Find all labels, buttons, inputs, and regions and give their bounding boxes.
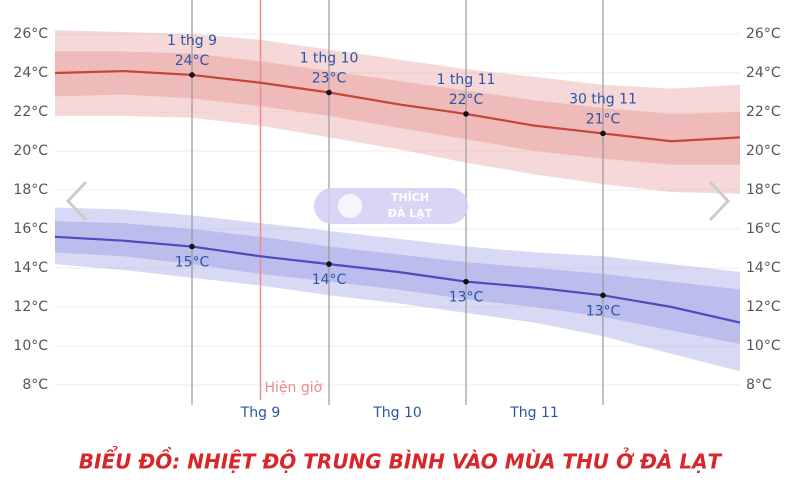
data-label: 14°C <box>312 272 347 288</box>
plot-area: 8°C 8°C 10°C 10°C 12°C 12°C 14°C 14°C 16°C 16°C 18… <box>13 0 781 421</box>
watermark-text: THÍCH <box>391 191 429 204</box>
annotation-label: 1 thg 9 <box>167 33 217 49</box>
point <box>326 89 332 96</box>
y-tick-label: 16°C <box>13 221 48 237</box>
x-tick-label: Thg 9 <box>240 405 281 421</box>
data-label: 21°C <box>586 111 621 127</box>
data-label: 23°C <box>312 71 347 87</box>
prev-arrow[interactable] <box>65 180 88 222</box>
annotation-label: 1 thg 10 <box>300 51 359 67</box>
y-tick-label: 14°C <box>13 260 48 276</box>
y2-tick-label: 22°C <box>746 104 781 120</box>
y-tick-label: 18°C <box>13 182 48 198</box>
y2-tick-label: 26°C <box>746 26 781 42</box>
y-tick-label: 20°C <box>13 143 48 159</box>
annotation-label: 30 thg 11 <box>569 91 637 107</box>
y-tick-label: 24°C <box>13 65 48 81</box>
point <box>600 292 606 299</box>
y2-tick-label: 10°C <box>746 338 781 354</box>
y2-tick-label: 12°C <box>746 299 781 315</box>
data-label: 13°C <box>586 303 621 319</box>
series-line <box>54 235 741 324</box>
y-tick-label: 12°C <box>13 299 48 315</box>
data-label: 22°C <box>449 92 484 108</box>
next-arrow[interactable] <box>708 180 731 222</box>
y-tick-label: 22°C <box>13 104 48 120</box>
y2-tick-label: 20°C <box>746 143 781 159</box>
point <box>326 261 332 267</box>
y-tick-label: 26°C <box>13 26 48 42</box>
y-tick-label: 8°C <box>22 377 48 393</box>
annotation-label: 1 thg 11 <box>437 72 496 88</box>
y2-tick-label: 14°C <box>746 260 781 276</box>
data-label: 13°C <box>449 290 484 306</box>
now-label: Hiện giờ <box>265 380 323 396</box>
y2-tick-label: 24°C <box>746 65 781 81</box>
chart-title: BIỂU ĐỒ: NHIỆT ĐỘ TRUNG BÌNH VÀO MÙA THU… <box>79 448 723 474</box>
data-label: 24°C <box>175 53 210 69</box>
watermark-text: ĐÀ LẠT <box>388 207 433 220</box>
watermark-icon <box>338 194 362 218</box>
y2-tick-label: 8°C <box>746 377 772 393</box>
point <box>463 111 469 117</box>
x-tick-label: Thg 11 <box>509 405 559 421</box>
series-line <box>54 69 741 143</box>
y2-tick-label: 16°C <box>746 221 781 237</box>
point <box>600 130 606 137</box>
y-tick-label: 10°C <box>13 338 48 354</box>
watermark: THÍCH ĐÀ LẠT <box>314 188 468 224</box>
y2-tick-label: 18°C <box>746 182 781 198</box>
point <box>463 278 469 285</box>
point <box>189 72 195 78</box>
data-label: 15°C <box>175 255 210 271</box>
point <box>189 243 195 250</box>
x-tick-label: Thg 10 <box>372 405 422 421</box>
